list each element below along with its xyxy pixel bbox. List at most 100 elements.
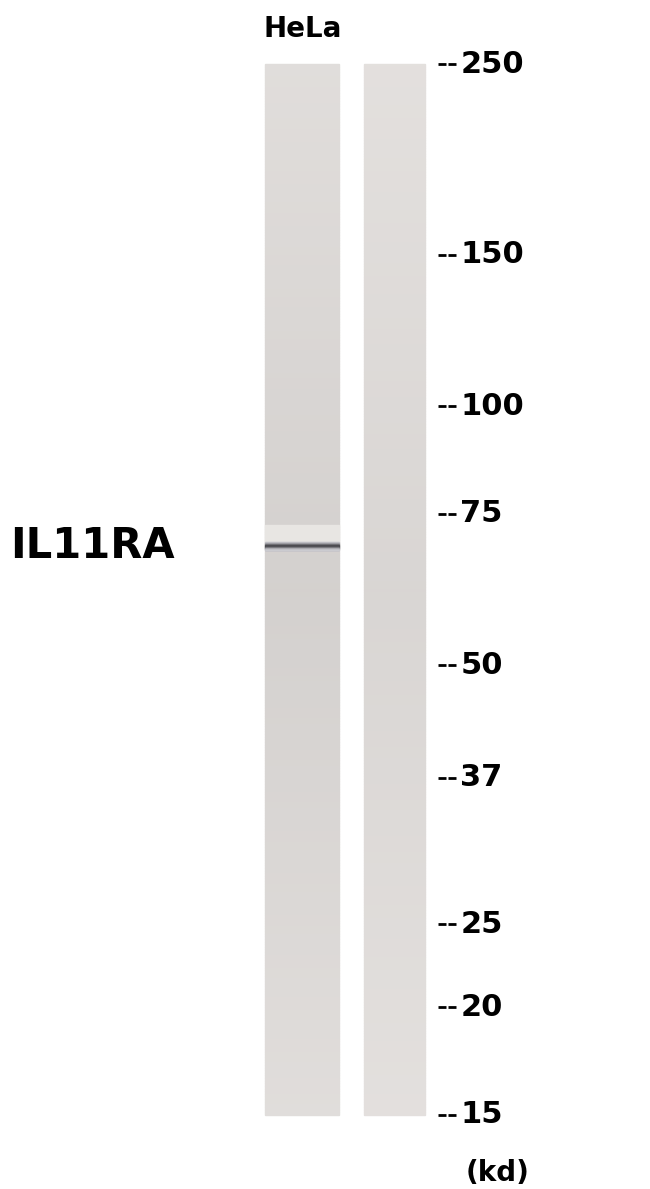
Bar (364, 408, 425, 411)
Bar (265, 820, 339, 823)
Bar (265, 503, 339, 505)
Bar (364, 634, 425, 637)
Bar (265, 629, 339, 631)
Bar (364, 721, 425, 723)
Bar (364, 587, 425, 590)
Bar (364, 290, 425, 292)
Bar (265, 340, 339, 342)
Bar (364, 182, 425, 185)
Bar (265, 703, 339, 705)
Bar (364, 159, 425, 162)
Bar (265, 356, 339, 358)
Bar (364, 681, 425, 684)
Bar (364, 511, 425, 514)
Bar (364, 1005, 425, 1007)
Bar (265, 358, 339, 361)
Bar (364, 631, 425, 634)
Bar (265, 429, 339, 432)
Bar (364, 1072, 425, 1076)
Bar (364, 232, 425, 235)
Bar (265, 1049, 339, 1052)
Bar (265, 361, 339, 364)
Bar (364, 1013, 425, 1015)
Bar (265, 534, 339, 537)
Bar (265, 298, 339, 301)
Bar (364, 1094, 425, 1096)
Bar (364, 295, 425, 298)
Bar (265, 251, 339, 253)
Bar (364, 292, 425, 295)
Bar (364, 1057, 425, 1059)
Bar (364, 212, 425, 214)
Bar (265, 976, 339, 979)
Bar (364, 929, 425, 931)
Bar (364, 303, 425, 306)
Bar (265, 159, 339, 162)
Bar (265, 611, 339, 614)
Bar (364, 747, 425, 750)
Bar (265, 214, 339, 216)
Bar (364, 1102, 425, 1105)
Bar (364, 540, 425, 542)
Bar (265, 558, 339, 561)
Bar (364, 857, 425, 860)
Bar (265, 375, 339, 377)
Bar (364, 453, 425, 455)
Bar (364, 277, 425, 279)
Bar (265, 508, 339, 511)
Bar (265, 697, 339, 700)
Bar (265, 740, 339, 742)
Bar (265, 69, 339, 73)
Bar (265, 581, 339, 584)
Bar (364, 172, 425, 175)
Bar (364, 282, 425, 285)
Bar (265, 321, 339, 325)
Bar (265, 933, 339, 936)
Bar (265, 634, 339, 637)
Bar (364, 106, 425, 109)
Bar (265, 73, 339, 75)
Bar (265, 1031, 339, 1033)
Bar (364, 753, 425, 755)
Bar (364, 524, 425, 527)
Bar (364, 438, 425, 440)
Bar (364, 421, 425, 424)
Text: 50: 50 (460, 650, 503, 680)
Bar (265, 136, 339, 138)
Bar (265, 747, 339, 750)
Bar (364, 551, 425, 553)
Bar (265, 1092, 339, 1094)
Bar (265, 881, 339, 883)
Bar (364, 185, 425, 188)
Bar (364, 80, 425, 82)
Bar (265, 390, 339, 392)
Bar (364, 992, 425, 994)
Bar (265, 177, 339, 180)
Bar (364, 713, 425, 716)
Bar (364, 487, 425, 490)
Bar (364, 789, 425, 792)
Bar (364, 492, 425, 495)
Bar (364, 605, 425, 608)
Bar (265, 537, 339, 540)
Bar (265, 1078, 339, 1081)
Bar (364, 944, 425, 946)
Bar (364, 710, 425, 713)
Bar (265, 561, 339, 564)
Bar (364, 308, 425, 312)
Bar (364, 403, 425, 405)
Bar (364, 508, 425, 511)
Bar (364, 960, 425, 963)
Bar (265, 103, 339, 106)
Bar (265, 750, 339, 753)
Bar (265, 212, 339, 214)
Bar (265, 584, 339, 587)
Bar (364, 445, 425, 448)
Bar (265, 803, 339, 805)
Bar (265, 737, 339, 740)
Bar (364, 325, 425, 327)
Bar (265, 787, 339, 789)
Bar (265, 707, 339, 710)
Bar (265, 505, 339, 508)
Text: HeLa: HeLa (263, 15, 341, 43)
